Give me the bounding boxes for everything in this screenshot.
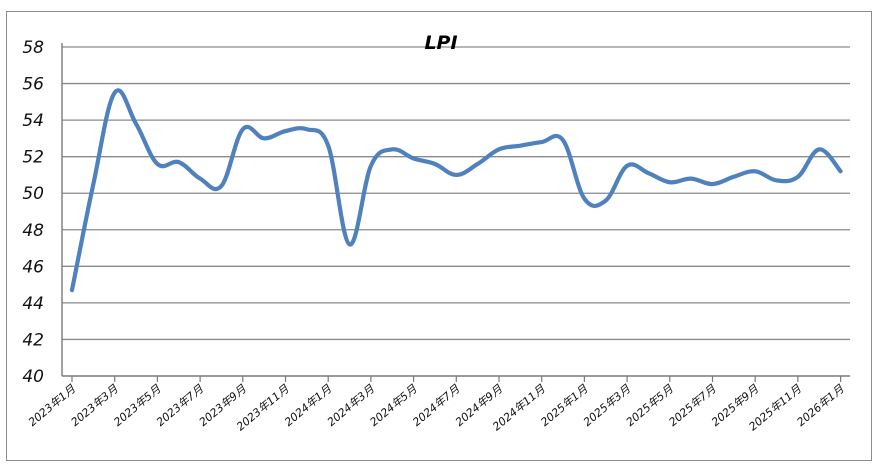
data-point bbox=[262, 136, 266, 140]
data-point bbox=[412, 156, 416, 160]
series-layer bbox=[69, 88, 843, 293]
y-tick-label-40: 40 bbox=[22, 367, 44, 387]
data-point bbox=[305, 127, 309, 131]
data-point bbox=[113, 91, 117, 95]
data-point bbox=[134, 122, 138, 126]
data-point bbox=[369, 164, 373, 168]
data-point bbox=[582, 197, 586, 201]
data-point bbox=[753, 169, 757, 173]
data-point bbox=[91, 182, 95, 186]
data-point bbox=[348, 242, 352, 246]
data-point bbox=[540, 140, 544, 144]
y-tick-label-54: 54 bbox=[22, 111, 44, 131]
y-tick-label-58: 58 bbox=[22, 38, 44, 58]
data-point bbox=[839, 169, 843, 173]
data-point bbox=[70, 288, 74, 292]
data-point bbox=[219, 184, 223, 188]
y-tick-label-46: 46 bbox=[22, 257, 44, 277]
data-point bbox=[198, 177, 202, 181]
data-point bbox=[454, 173, 458, 177]
y-tick-label-48: 48 bbox=[22, 221, 44, 241]
data-point bbox=[177, 160, 181, 164]
y-tick-label-42: 42 bbox=[22, 330, 44, 350]
data-point bbox=[817, 147, 821, 151]
chart-frame bbox=[6, 11, 872, 461]
data-point bbox=[646, 171, 650, 175]
data-point bbox=[561, 138, 565, 142]
x-axis-tick-labels: 2023年1月2023年3月2023年5月2023年7月2023年9月2023年… bbox=[26, 382, 847, 434]
y-axis-tick-labels: 40 42 44 46 48 50 52 54 56 58 bbox=[22, 38, 44, 387]
data-point bbox=[390, 147, 394, 151]
data-point bbox=[284, 129, 288, 133]
data-point bbox=[604, 199, 608, 203]
data-point bbox=[711, 182, 715, 186]
chart-title: LPI bbox=[424, 32, 457, 54]
gridlines bbox=[62, 46, 850, 341]
data-point bbox=[497, 147, 501, 151]
y-tick-label-44: 44 bbox=[22, 294, 44, 314]
data-point bbox=[625, 164, 629, 168]
data-point bbox=[326, 144, 330, 148]
y-tick-label-50: 50 bbox=[22, 184, 44, 204]
data-point bbox=[775, 178, 779, 182]
data-point bbox=[732, 175, 736, 179]
y-tick-label-56: 56 bbox=[22, 75, 44, 95]
y-tick-label-52: 52 bbox=[22, 148, 44, 168]
data-point bbox=[476, 162, 480, 166]
data-point bbox=[155, 162, 159, 166]
data-point bbox=[518, 144, 522, 148]
x-tick-label: 2026年1月 bbox=[795, 382, 848, 429]
data-point bbox=[796, 175, 800, 179]
data-point bbox=[433, 162, 437, 166]
data-point bbox=[241, 127, 245, 131]
series-line-0 bbox=[69, 88, 843, 293]
axes bbox=[61, 43, 850, 382]
data-point bbox=[689, 177, 693, 181]
data-point bbox=[668, 180, 672, 184]
